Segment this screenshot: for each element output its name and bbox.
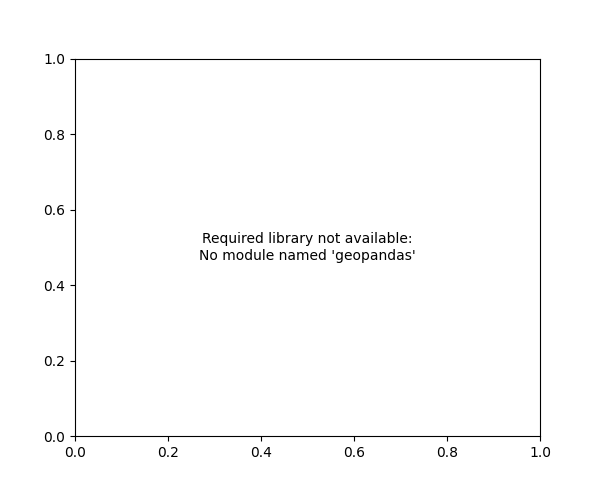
Text: Required library not available:
No module named 'geopandas': Required library not available: No modul… bbox=[199, 232, 416, 263]
